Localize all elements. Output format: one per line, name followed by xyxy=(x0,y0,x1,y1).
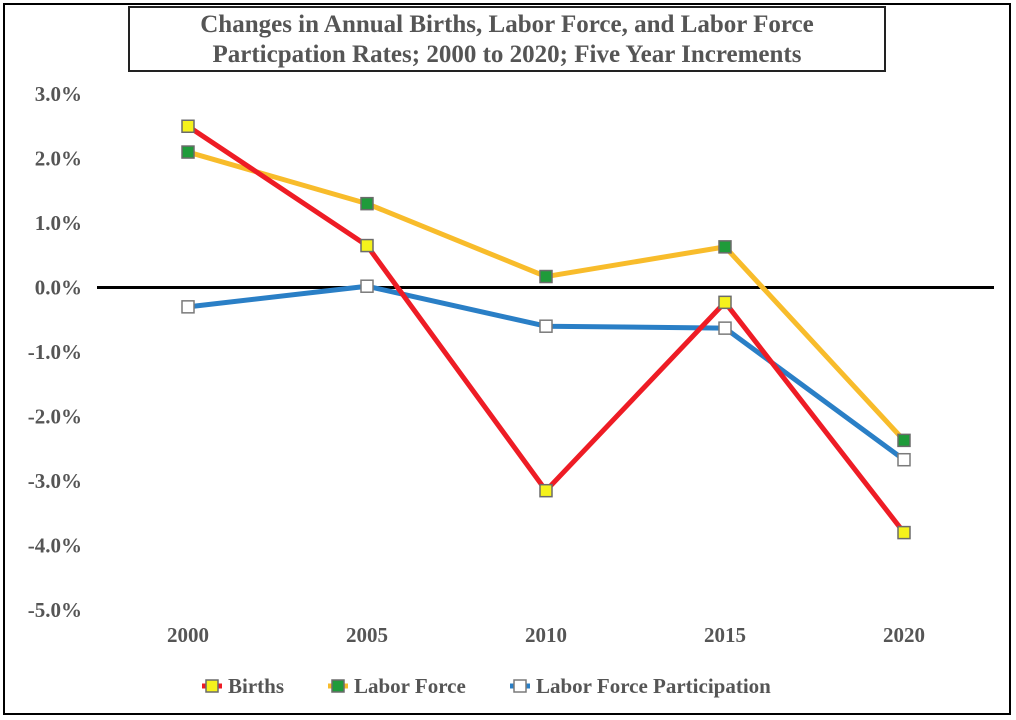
y-tick-label: -2.0% xyxy=(28,405,82,429)
data-point-births xyxy=(360,238,374,253)
x-tick-label: 2010 xyxy=(525,623,567,647)
data-point-labor-force-participation xyxy=(897,452,911,467)
data-point-births xyxy=(539,483,553,498)
data-point-labor-force xyxy=(181,145,195,159)
chart-title-line-2: Particpation Rates; 2000 to 2020; Five Y… xyxy=(212,41,802,68)
y-tick-label: -1.0% xyxy=(28,340,82,364)
legend: Births Labor Force Labor Force Participati… xyxy=(202,674,771,698)
data-point-labor-force-participation xyxy=(539,319,553,333)
data-point-labor-force xyxy=(718,240,732,254)
y-tick-label: 0.0% xyxy=(35,276,82,300)
x-tick-label: 2015 xyxy=(704,623,746,647)
legend-marker-labor-force-participation xyxy=(513,679,527,693)
x-tick-label: 2000 xyxy=(167,623,209,647)
y-tick-label: 1.0% xyxy=(35,211,82,235)
chart-title-line-1: Changes in Annual Births, Labor Force, a… xyxy=(200,11,814,38)
chart-title: Changes in Annual Births, Labor Force, a… xyxy=(128,6,886,72)
data-point-births xyxy=(181,119,195,133)
data-point-births xyxy=(897,525,911,540)
data-point-labor-force xyxy=(360,196,374,211)
data-point-labor-force-participation xyxy=(360,279,374,293)
y-tick-label: 2.0% xyxy=(35,147,82,171)
data-point-labor-force xyxy=(897,433,911,448)
data-point-labor-force-participation xyxy=(718,321,732,335)
data-point-births xyxy=(718,295,732,310)
x-tick-label: 2020 xyxy=(883,623,925,647)
y-tick-label: -4.0% xyxy=(28,534,82,558)
legend-label-labor-force-participation: Labor Force Participation xyxy=(536,674,771,698)
y-tick-label: -5.0% xyxy=(28,598,82,622)
series-markers xyxy=(181,119,911,540)
series-line-labor-force-participation xyxy=(185,283,907,463)
data-point-labor-force-participation xyxy=(181,300,195,314)
y-tick-label: -3.0% xyxy=(28,469,82,493)
legend-marker-labor-force xyxy=(331,679,345,693)
legend-marker-births xyxy=(205,679,219,693)
legend-label-labor-force: Labor Force xyxy=(354,674,466,698)
chart-frame xyxy=(3,3,1011,715)
y-axis-ticks: 3.0% 2.0% 1.0% 0.0% -1.0% -2.0% -3.0% -4.0% -5.0… xyxy=(28,82,82,622)
y-tick-label: 3.0% xyxy=(35,82,82,106)
data-point-labor-force xyxy=(539,269,553,284)
legend-label-births: Births xyxy=(228,674,284,698)
x-tick-label: 2005 xyxy=(346,623,388,647)
x-axis-ticks: 2000 2005 2010 2015 2020 xyxy=(167,623,925,647)
